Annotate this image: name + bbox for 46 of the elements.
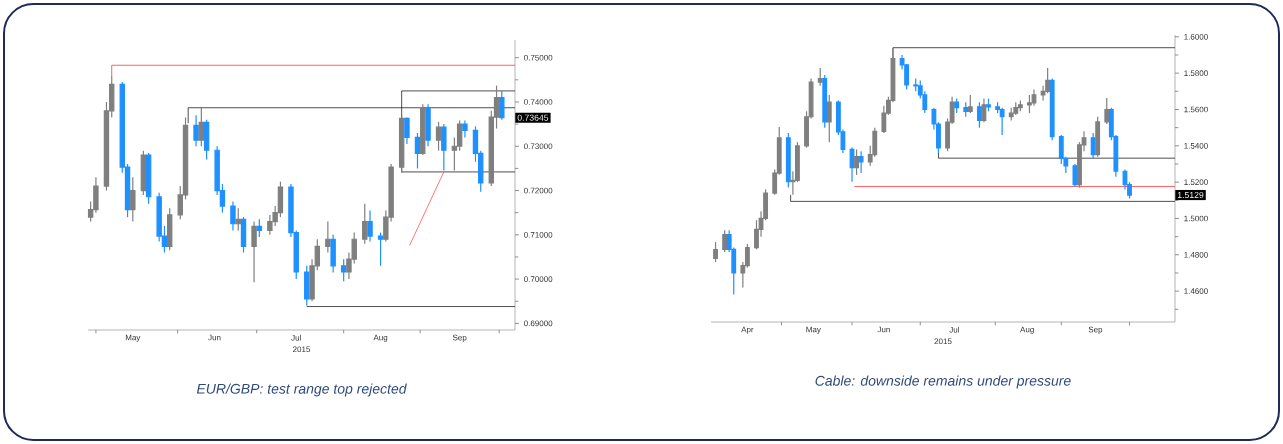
y-tick-label: 1.5400 <box>1184 142 1208 149</box>
candlestick <box>858 150 864 174</box>
candlestick <box>462 119 468 139</box>
candlestick <box>367 209 373 243</box>
candlestick <box>999 107 1005 136</box>
candlestick <box>1077 141 1082 189</box>
y-tick-label: 0.71000 <box>524 231 553 238</box>
x-tick-label: Apr <box>741 326 754 334</box>
x-tick-label: Jul <box>291 334 301 341</box>
candlestick <box>251 220 257 283</box>
y-tick-label: 0.70000 <box>524 276 553 282</box>
y-tick-label: 1.5000 <box>1184 215 1208 222</box>
x-tick-label: Jun <box>877 326 890 333</box>
candlestick <box>230 201 236 231</box>
x-tick-label: Sep <box>452 334 467 342</box>
candlestick <box>330 234 336 274</box>
text: Cable: downside remains under pressure <box>815 375 1071 389</box>
x-tick-label: Jul <box>949 326 959 333</box>
text: 0.73645 <box>517 114 549 121</box>
candlestick <box>404 117 410 145</box>
x-tick-label: Jun <box>208 334 221 341</box>
y-tick-label: 0.72000 <box>524 187 553 194</box>
y-tick-label: 1.4600 <box>1184 288 1208 294</box>
candlestick <box>981 97 987 123</box>
y-tick-label: 0.69000 <box>524 320 553 327</box>
x-tick-label: May <box>125 334 141 342</box>
text: 1.5129 <box>1177 191 1204 199</box>
x-tick-label: May <box>806 326 821 334</box>
x-axis-title: 2015 <box>934 338 952 345</box>
candlestick <box>420 103 426 156</box>
candlestick <box>193 114 199 147</box>
x-tick-label: Sep <box>1088 326 1103 334</box>
y-tick-label: 1.4800 <box>1184 251 1208 258</box>
x-tick-label: Aug <box>1020 326 1034 334</box>
y-tick-label: 0.74000 <box>524 99 553 105</box>
candlestick <box>425 103 431 147</box>
y-tick-label: 1.5200 <box>1184 179 1208 185</box>
y-tick-label: 0.75000 <box>524 54 553 61</box>
candlestick <box>1072 163 1078 188</box>
y-tick-label: 1.5800 <box>1184 70 1208 76</box>
y-tick-label: 1.6000 <box>1184 33 1208 40</box>
x-axis-title: 2015 <box>293 346 311 353</box>
y-tick-label: 1.5600 <box>1184 106 1208 113</box>
text: EUR/GBP: test range top rejected <box>196 383 407 397</box>
y-tick-label: 0.73000 <box>524 143 553 150</box>
x-tick-label: Aug <box>373 334 388 342</box>
